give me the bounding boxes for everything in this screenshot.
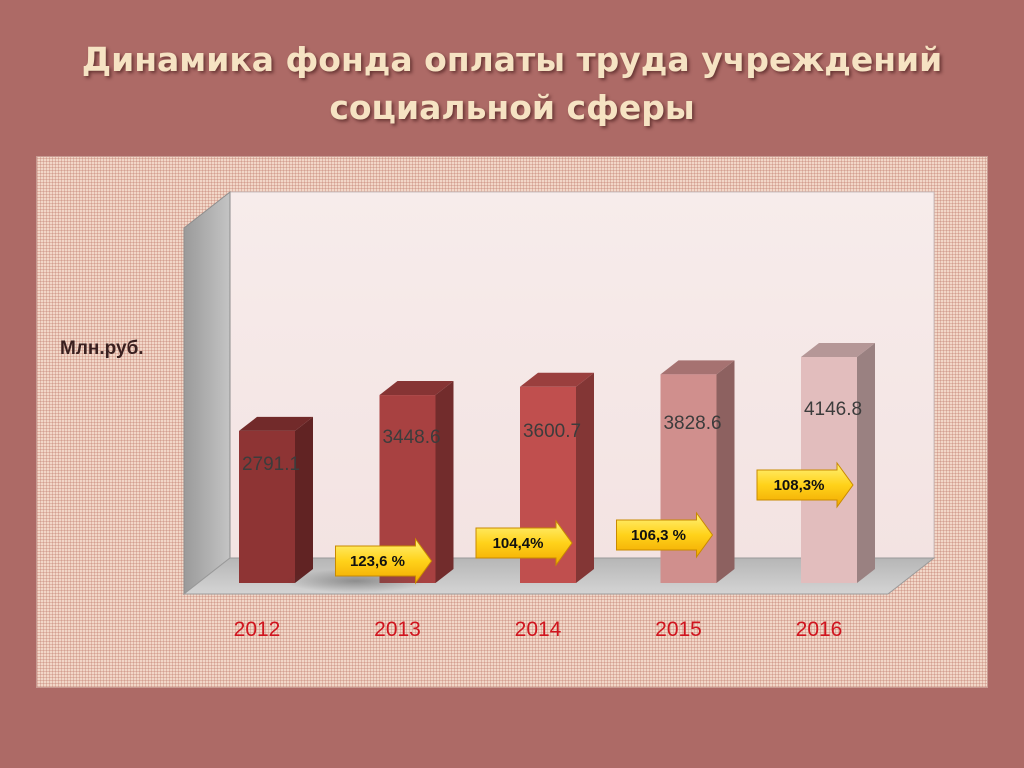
growth-label-2014: 104,4% xyxy=(493,535,544,552)
growth-arrow-2015: 106,3 % xyxy=(616,511,714,559)
title-line-2: социальной сферы xyxy=(329,88,695,127)
x-tick-2014: 2014 xyxy=(515,618,562,641)
arrow-shape xyxy=(756,461,854,509)
y-axis-label: Млн.руб. xyxy=(60,338,144,359)
bar-top xyxy=(660,360,735,375)
bar-side xyxy=(857,342,875,583)
x-tick-2013: 2013 xyxy=(374,618,421,641)
bar-side xyxy=(576,372,594,583)
arrow-shape xyxy=(475,519,573,567)
growth-label-2013: 123,6 % xyxy=(350,553,405,570)
side-wall xyxy=(183,190,231,596)
bar-front xyxy=(660,374,717,583)
arrow-shape xyxy=(616,511,714,559)
x-tick-2012: 2012 xyxy=(234,618,281,641)
growth-arrow-2013: 123,6 % xyxy=(285,537,433,593)
bar-side xyxy=(295,416,313,583)
bar-side xyxy=(435,381,454,583)
growth-label-2016: 108,3% xyxy=(774,477,825,494)
bar-side xyxy=(716,360,735,583)
bar-top xyxy=(520,372,594,387)
value-label-2013: 3448.6 xyxy=(382,427,440,448)
page-title: Динамика фонда оплаты труда учреждений с… xyxy=(0,36,1024,132)
value-label-2014: 3600.7 xyxy=(523,421,581,442)
title-line-1: Динамика фонда оплаты труда учреждений xyxy=(81,40,943,79)
growth-arrows-group: 123,6 % 104,4% 106,3 % 108,3% xyxy=(285,461,854,593)
bar-front xyxy=(239,430,295,583)
growth-label-2015: 106,3 % xyxy=(631,527,686,544)
growth-arrow-2016: 108,3% xyxy=(756,461,854,509)
x-tick-2015: 2015 xyxy=(655,618,702,641)
value-labels-group: 2791.1 3448.6 3600.7 3828.6 4146.8 xyxy=(242,399,862,475)
bar-top xyxy=(239,416,313,431)
value-label-2016: 4146.8 xyxy=(804,399,862,420)
growth-arrow-2014: 104,4% xyxy=(475,519,573,567)
x-tick-2016: 2016 xyxy=(796,618,843,641)
value-label-2015: 3828.6 xyxy=(663,413,721,434)
bar-2016 xyxy=(801,342,875,583)
x-ticks-group: 2012 2013 2014 2015 2016 xyxy=(234,618,843,641)
bar-top xyxy=(801,342,875,357)
bar-2012 xyxy=(239,416,313,583)
bar-top xyxy=(379,381,454,396)
arrow-shape xyxy=(335,537,433,585)
value-label-2012: 2791.1 xyxy=(242,454,300,475)
